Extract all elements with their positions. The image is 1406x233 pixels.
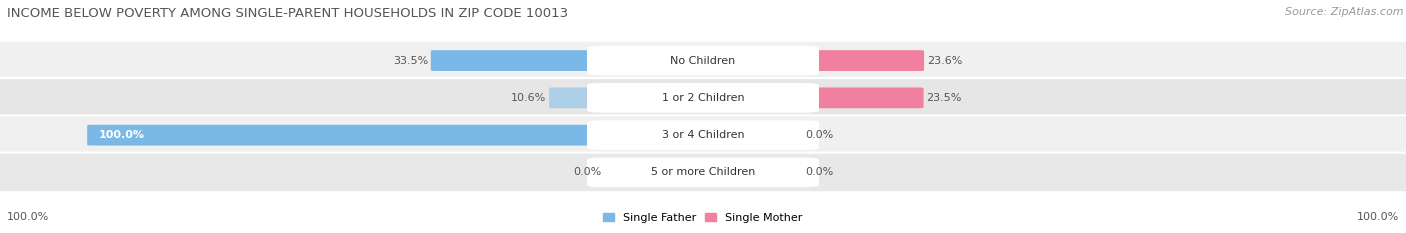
Text: 100.0%: 100.0% — [7, 212, 49, 222]
Text: 23.5%: 23.5% — [927, 93, 962, 103]
FancyBboxPatch shape — [793, 50, 924, 71]
Text: 1 or 2 Children: 1 or 2 Children — [662, 93, 744, 103]
Text: 0.0%: 0.0% — [806, 168, 834, 177]
Legend: Single Father, Single Mother: Single Father, Single Mother — [599, 209, 807, 227]
Text: No Children: No Children — [671, 56, 735, 65]
FancyBboxPatch shape — [0, 115, 1406, 155]
Text: 23.6%: 23.6% — [927, 56, 962, 65]
Text: 10.6%: 10.6% — [510, 93, 547, 103]
FancyBboxPatch shape — [588, 158, 818, 187]
Text: 100.0%: 100.0% — [1357, 212, 1399, 222]
FancyBboxPatch shape — [588, 46, 818, 75]
FancyBboxPatch shape — [430, 50, 613, 71]
FancyBboxPatch shape — [0, 41, 1406, 80]
Text: 5 or more Children: 5 or more Children — [651, 168, 755, 177]
FancyBboxPatch shape — [588, 83, 818, 113]
FancyBboxPatch shape — [550, 87, 613, 108]
FancyBboxPatch shape — [588, 120, 818, 150]
Text: INCOME BELOW POVERTY AMONG SINGLE-PARENT HOUSEHOLDS IN ZIP CODE 10013: INCOME BELOW POVERTY AMONG SINGLE-PARENT… — [7, 7, 568, 20]
FancyBboxPatch shape — [793, 87, 924, 108]
FancyBboxPatch shape — [87, 125, 613, 146]
Text: 33.5%: 33.5% — [392, 56, 427, 65]
Text: 100.0%: 100.0% — [98, 130, 145, 140]
Text: 3 or 4 Children: 3 or 4 Children — [662, 130, 744, 140]
FancyBboxPatch shape — [0, 153, 1406, 192]
Text: 0.0%: 0.0% — [806, 130, 834, 140]
FancyBboxPatch shape — [0, 78, 1406, 118]
Text: 0.0%: 0.0% — [572, 168, 602, 177]
Text: Source: ZipAtlas.com: Source: ZipAtlas.com — [1285, 7, 1403, 17]
